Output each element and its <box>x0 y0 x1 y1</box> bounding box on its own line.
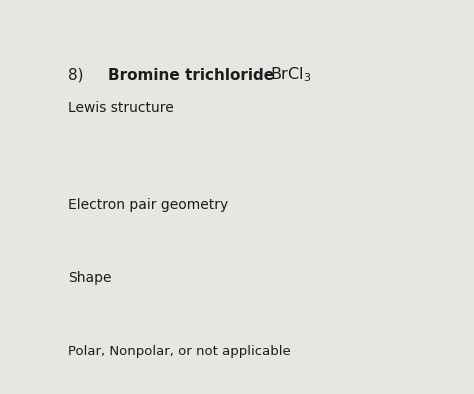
Text: Polar, Nonpolar, or not applicable: Polar, Nonpolar, or not applicable <box>68 346 291 359</box>
Text: $\mathregular{BrCl_3}$: $\mathregular{BrCl_3}$ <box>270 66 311 84</box>
Text: Shape: Shape <box>68 271 111 285</box>
Text: 8): 8) <box>68 67 83 82</box>
Text: Lewis structure: Lewis structure <box>68 101 174 115</box>
Text: Electron pair geometry: Electron pair geometry <box>68 198 228 212</box>
Text: Bromine trichloride: Bromine trichloride <box>108 67 274 82</box>
